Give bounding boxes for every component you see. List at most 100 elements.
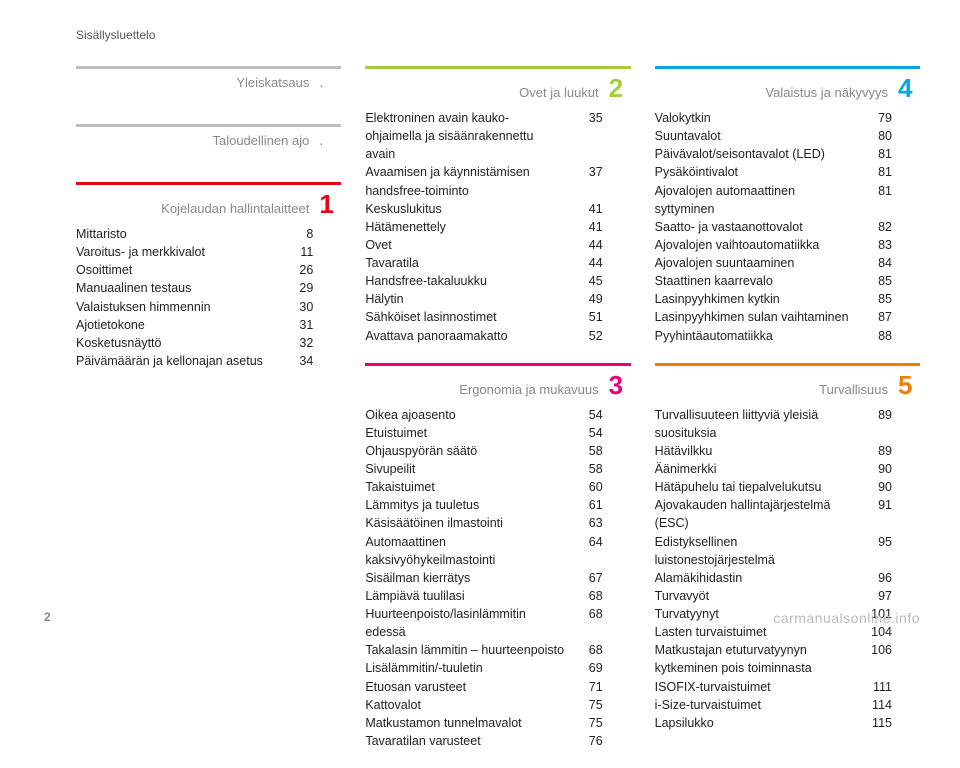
toc-row[interactable]: Oikea ajoasento54 xyxy=(365,406,630,424)
section-bar xyxy=(76,66,341,69)
toc-row[interactable]: Hätäpuhelu tai tiepalvelukutsu90 xyxy=(655,478,920,496)
toc-row[interactable]: Matkustajan etuturvatyynyn kytkeminen po… xyxy=(655,641,920,677)
toc-row[interactable]: Avaamisen ja käynnistämisen handsfree-to… xyxy=(365,163,630,199)
toc-row-page: 29 xyxy=(285,279,313,297)
toc-row[interactable]: Etuosan varusteet71 xyxy=(365,678,630,696)
toc-row[interactable]: Kattovalot75 xyxy=(365,696,630,714)
toc-row-page: 106 xyxy=(864,641,892,677)
toc-row[interactable]: Ohjauspyörän säätö58 xyxy=(365,442,630,460)
toc-row[interactable]: Sähköiset lasinnostimet51 xyxy=(365,308,630,326)
toc-row[interactable]: Päivämäärän ja kellonajan asetus34 xyxy=(76,352,341,370)
toc-row-page: 88 xyxy=(864,327,892,345)
toc-row-label: Ajotietokone xyxy=(76,316,285,334)
toc-row[interactable]: Alamäkihidastin96 xyxy=(655,569,920,587)
toc-section: Kojelaudan hallintalaitteet1Mittaristo8V… xyxy=(76,182,341,370)
toc-row-page: 68 xyxy=(575,641,603,659)
toc-row-page: 52 xyxy=(575,327,603,345)
toc-row-label: Sisäilman kierrätys xyxy=(365,569,574,587)
toc-row-page: 44 xyxy=(575,236,603,254)
toc-row-page: 51 xyxy=(575,308,603,326)
toc-row-label: Elektroninen avain kauko-ohjaimella ja s… xyxy=(365,109,574,163)
toc-row-label: Osoittimet xyxy=(76,261,285,279)
toc-row-label: Pysäköintivalot xyxy=(655,163,864,181)
toc-row[interactable]: Lämpiävä tuulilasi68 xyxy=(365,587,630,605)
toc-row-page: 95 xyxy=(864,533,892,569)
toc-row[interactable]: Elektroninen avain kauko-ohjaimella ja s… xyxy=(365,109,630,163)
toc-row[interactable]: Etuistuimet54 xyxy=(365,424,630,442)
toc-row[interactable]: Turvavyöt97 xyxy=(655,587,920,605)
toc-row[interactable]: Mittaristo8 xyxy=(76,225,341,243)
toc-row[interactable]: Sisäilman kierrätys67 xyxy=(365,569,630,587)
toc-section: Ovet ja luukut2 Elektroninen avain kauko-… xyxy=(365,66,630,345)
toc-row[interactable]: Hätämenettely41 xyxy=(365,218,630,236)
toc-row-label: Ajovalojen automaattinen syttyminen xyxy=(655,182,864,218)
toc-section: Valaistus ja näkyvyys4Valokytkin79Suunta… xyxy=(655,66,920,345)
toc-row[interactable]: Edistyksellinen luistonestojärjestelmä95 xyxy=(655,533,920,569)
toc-row[interactable]: Manuaalinen testaus29 xyxy=(76,279,341,297)
toc-row[interactable]: Ajovalojen vaihtoautomatiikka83 xyxy=(655,236,920,254)
toc-row[interactable]: Lämmitys ja tuuletus61 xyxy=(365,496,630,514)
toc-row[interactable]: Pyyhintäautomatiikka88 xyxy=(655,327,920,345)
toc-row[interactable]: Suuntavalot80 xyxy=(655,127,920,145)
toc-row-label: Ohjauspyörän säätö xyxy=(365,442,574,460)
toc-row[interactable]: i-Size-turvaistuimet114 xyxy=(655,696,920,714)
toc-row-page: 64 xyxy=(575,533,603,569)
toc-row[interactable]: Matkustamon tunnelmavalot75 xyxy=(365,714,630,732)
toc-row-page: 32 xyxy=(285,334,313,352)
toc-row-label: Turvavyöt xyxy=(655,587,864,605)
toc-row[interactable]: Valokytkin79 xyxy=(655,109,920,127)
toc-row[interactable]: Kosketusnäyttö32 xyxy=(76,334,341,352)
toc-row[interactable]: Keskuslukitus41 xyxy=(365,200,630,218)
toc-row-label: Huurteenpoisto/lasinlämmitin edessä xyxy=(365,605,574,641)
toc-row[interactable]: Takaistuimet60 xyxy=(365,478,630,496)
toc-row-page: 81 xyxy=(864,163,892,181)
toc-row[interactable]: Ajovakauden hallintajärjestelmä (ESC)91 xyxy=(655,496,920,532)
toc-row[interactable]: Avattava panoraamakatto52 xyxy=(365,327,630,345)
toc-row-page: 90 xyxy=(864,460,892,478)
section-bar xyxy=(76,124,341,127)
toc-row[interactable]: Turvallisuuteen liittyviä yleisiä suosit… xyxy=(655,406,920,442)
toc-row[interactable]: Ovet44 xyxy=(365,236,630,254)
toc-row[interactable]: Pysäköintivalot81 xyxy=(655,163,920,181)
toc-row[interactable]: Saatto- ja vastaanottovalot82 xyxy=(655,218,920,236)
toc-row[interactable]: ISOFIX-turvaistuimet111 xyxy=(655,678,920,696)
toc-row[interactable]: Päivävalot/seisontavalot (LED)81 xyxy=(655,145,920,163)
toc-row[interactable]: Ajotietokone31 xyxy=(76,316,341,334)
toc-row[interactable]: Tavaratila44 xyxy=(365,254,630,272)
section-head: Ovet ja luukut2 xyxy=(365,75,630,101)
toc-row[interactable]: Lapsilukko115 xyxy=(655,714,920,732)
toc-row[interactable]: Osoittimet26 xyxy=(76,261,341,279)
toc-row[interactable]: Käsisäätöinen ilmastointi63 xyxy=(365,514,630,532)
section-title: Turvallisuus xyxy=(655,382,888,397)
toc-row[interactable]: Lasinpyyhkimen sulan vaihtaminen87 xyxy=(655,308,920,326)
toc-row[interactable]: Varoitus- ja merkkivalot11 xyxy=(76,243,341,261)
toc-row-page: 44 xyxy=(575,254,603,272)
toc-row[interactable]: Lisälämmitin/-tuuletin69 xyxy=(365,659,630,677)
toc-row[interactable]: Tavaratilan varusteet76 xyxy=(365,732,630,750)
toc-row[interactable]: Hälytin49 xyxy=(365,290,630,308)
toc-row-page: 68 xyxy=(575,587,603,605)
toc-row[interactable]: Lasinpyyhkimen kytkin85 xyxy=(655,290,920,308)
toc-row-page: 45 xyxy=(575,272,603,290)
toc-columns: Yleiskatsaus.Taloudellinen ajo.Kojelauda… xyxy=(76,66,920,768)
toc-row[interactable]: Automaattinen kaksivyöhykeilmastointi64 xyxy=(365,533,630,569)
toc-section: Turvallisuus5Turvallisuuteen liittyviä y… xyxy=(655,363,920,732)
toc-row[interactable]: Hätävilkku89 xyxy=(655,442,920,460)
toc-row-label: Keskuslukitus xyxy=(365,200,574,218)
toc-column-3: Valaistus ja näkyvyys4Valokytkin79Suunta… xyxy=(655,66,920,768)
toc-row[interactable]: Handsfree-takaluukku45 xyxy=(365,272,630,290)
toc-row[interactable]: Takalasin lämmitin – huurteenpoisto68 xyxy=(365,641,630,659)
toc-row[interactable]: Staattinen kaarrevalo85 xyxy=(655,272,920,290)
toc-row-page: 85 xyxy=(864,290,892,308)
toc-row-label: Lämpiävä tuulilasi xyxy=(365,587,574,605)
toc-row[interactable]: Ajovalojen automaattinen syttyminen81 xyxy=(655,182,920,218)
toc-row-label: Päivävalot/seisontavalot (LED) xyxy=(655,145,864,163)
toc-row[interactable]: Sivupeilit58 xyxy=(365,460,630,478)
toc-row-page: 58 xyxy=(575,460,603,478)
section-title: Valaistus ja näkyvyys xyxy=(655,85,888,100)
toc-row[interactable]: Ajovalojen suuntaaminen84 xyxy=(655,254,920,272)
toc-row[interactable]: Äänimerkki90 xyxy=(655,460,920,478)
section-number: 3 xyxy=(609,372,631,398)
toc-row[interactable]: Huurteenpoisto/lasinlämmitin edessä68 xyxy=(365,605,630,641)
toc-row[interactable]: Valaistuksen himmennin30 xyxy=(76,298,341,316)
